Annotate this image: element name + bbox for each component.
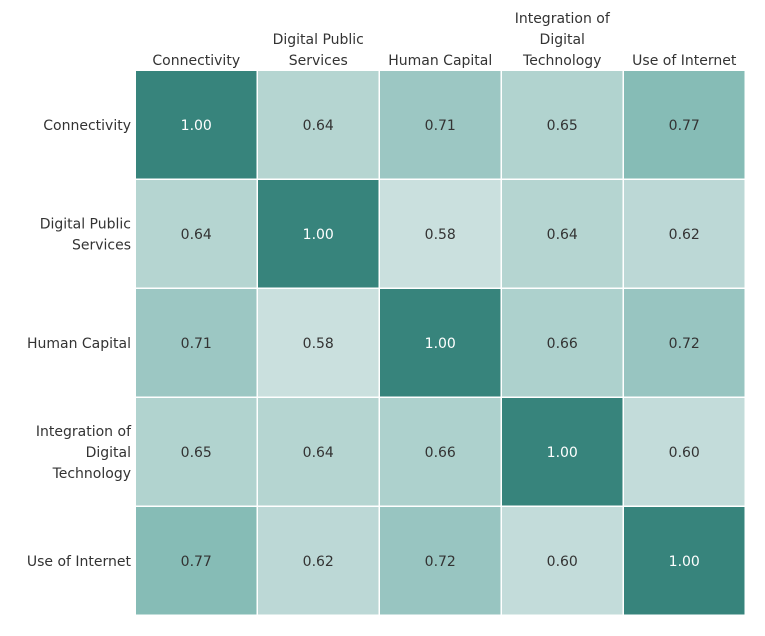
- heatmap-cell-integration-of-digital-technology-human-capital: 0.66: [380, 398, 501, 506]
- row-label-digital-public-services: Digital Public Services: [40, 216, 131, 253]
- heatmap-cells: 1.00 0.64 0.71 0.65 0.77 0.64 1.00 0.58 0.64 0.62…: [136, 71, 745, 615]
- row-label-connectivity: Connectivity: [43, 118, 131, 134]
- heatmap-cell-rect: [624, 71, 745, 179]
- heatmap-cell-rect: [502, 71, 623, 179]
- heatmap-cell-value: 1.00: [425, 336, 456, 352]
- heatmap-cell-value: 0.66: [547, 336, 578, 352]
- heatmap-cell-value: 0.71: [181, 336, 212, 352]
- heatmap-cell-connectivity-human-capital: 0.71: [380, 71, 501, 179]
- column-label-integration-of-digital-technology: Integration of Digital Technology: [515, 11, 611, 69]
- heatmap-cell-rect: [624, 398, 745, 506]
- heatmap-cell-use-of-internet-connectivity: 0.77: [136, 507, 257, 615]
- heatmap-cell-rect: [502, 289, 623, 397]
- heatmap-cell-value: 0.71: [425, 118, 456, 134]
- heatmap-cell-use-of-internet-human-capital: 0.72: [380, 507, 501, 615]
- heatmap-cell-value: 0.72: [669, 336, 700, 352]
- heatmap-cell-digital-public-services-human-capital: 0.58: [380, 180, 501, 288]
- heatmap-cell-rect: [136, 507, 257, 615]
- heatmap-cell-value: 0.66: [425, 445, 456, 461]
- column-label-connectivity: Connectivity: [152, 53, 240, 69]
- heatmap-cell-rect: [624, 180, 745, 288]
- heatmap-cell-rect: [136, 289, 257, 397]
- heatmap-cell-connectivity-digital-public-services: 0.64: [258, 71, 379, 179]
- heatmap-cell-value: 1.00: [547, 445, 578, 461]
- heatmap-cell-value: 0.64: [303, 445, 334, 461]
- heatmap-cell-human-capital-connectivity: 0.71: [136, 289, 257, 397]
- heatmap-cell-human-capital-use-of-internet: 0.72: [624, 289, 745, 397]
- heatmap-cell-rect: [258, 180, 379, 288]
- heatmap-cell-rect: [380, 180, 501, 288]
- heatmap-cell-value: 0.60: [669, 445, 700, 461]
- heatmap-cell-integration-of-digital-technology-connectivity: 0.65: [136, 398, 257, 506]
- heatmap-cell-value: 0.65: [181, 445, 212, 461]
- heatmap-cell-rect: [380, 507, 501, 615]
- heatmap-cell-rect: [624, 507, 745, 615]
- heatmap-cell-connectivity-connectivity: 1.00: [136, 71, 257, 179]
- heatmap-cell-rect: [502, 507, 623, 615]
- heatmap-cell-rect: [624, 289, 745, 397]
- heatmap-cell-rect: [136, 71, 257, 179]
- heatmap-cell-digital-public-services-use-of-internet: 0.62: [624, 180, 745, 288]
- heatmap-cell-value: 1.00: [669, 554, 700, 570]
- heatmap-cell-human-capital-integration-of-digital-technology: 0.66: [502, 289, 623, 397]
- heatmap-cell-value: 0.72: [425, 554, 456, 570]
- heatmap-cell-rect: [136, 180, 257, 288]
- heatmap-cell-rect: [380, 398, 501, 506]
- heatmap-cell-rect: [136, 398, 257, 506]
- heatmap-cell-connectivity-use-of-internet: 0.77: [624, 71, 745, 179]
- heatmap-cell-value: 0.64: [181, 227, 212, 243]
- heatmap-cell-digital-public-services-connectivity: 0.64: [136, 180, 257, 288]
- column-label-human-capital: Human Capital: [388, 53, 492, 69]
- heatmap-cell-use-of-internet-digital-public-services: 0.62: [258, 507, 379, 615]
- heatmap-cell-rect: [258, 289, 379, 397]
- column-label-digital-public-services: Digital Public Services: [273, 32, 364, 69]
- heatmap-cell-value: 0.64: [547, 227, 578, 243]
- heatmap-cell-rect: [502, 398, 623, 506]
- heatmap-cell-digital-public-services-integration-of-digital-technology: 0.64: [502, 180, 623, 288]
- column-labels: Connectivity Digital Public Services Human …: [152, 11, 736, 69]
- heatmap-cell-connectivity-integration-of-digital-technology: 0.65: [502, 71, 623, 179]
- heatmap-cell-value: 0.62: [303, 554, 334, 570]
- heatmap-cell-digital-public-services-digital-public-services: 1.00: [258, 180, 379, 288]
- heatmap-cell-use-of-internet-use-of-internet: 1.00: [624, 507, 745, 615]
- heatmap-cell-use-of-internet-integration-of-digital-technology: 0.60: [502, 507, 623, 615]
- row-label-use-of-internet: Use of Internet: [27, 554, 132, 570]
- row-labels: Connectivity Digital Public Services Human …: [27, 118, 132, 570]
- heatmap-cell-integration-of-digital-technology-integration-of-digital-technology: 1.00: [502, 398, 623, 506]
- heatmap-cell-rect: [502, 180, 623, 288]
- heatmap-cell-human-capital-human-capital: 1.00: [380, 289, 501, 397]
- heatmap-cell-value: 1.00: [181, 118, 212, 134]
- column-label-use-of-internet: Use of Internet: [632, 53, 737, 69]
- heatmap-cell-value: 0.77: [669, 118, 700, 134]
- row-label-human-capital: Human Capital: [27, 336, 131, 352]
- heatmap-cell-value: 0.58: [425, 227, 456, 243]
- heatmap-cell-rect: [258, 71, 379, 179]
- heatmap-cell-rect: [380, 289, 501, 397]
- heatmap-cell-value: 1.00: [303, 227, 334, 243]
- heatmap-cell-value: 0.65: [547, 118, 578, 134]
- heatmap-cell-rect: [380, 71, 501, 179]
- heatmap-cell-value: 0.77: [181, 554, 212, 570]
- heatmap-cell-value: 0.60: [547, 554, 578, 570]
- heatmap-cell-integration-of-digital-technology-use-of-internet: 0.60: [624, 398, 745, 506]
- heatmap-cell-value: 0.64: [303, 118, 334, 134]
- heatmap-cell-rect: [258, 507, 379, 615]
- heatmap-cell-integration-of-digital-technology-digital-public-services: 0.64: [258, 398, 379, 506]
- heatmap-cell-value: 0.58: [303, 336, 334, 352]
- heatmap-cell-rect: [258, 398, 379, 506]
- row-label-integration-of-digital-technology: Integration of Digital Technology: [36, 424, 132, 482]
- heatmap-cell-human-capital-digital-public-services: 0.58: [258, 289, 379, 397]
- heatmap-cell-value: 0.62: [669, 227, 700, 243]
